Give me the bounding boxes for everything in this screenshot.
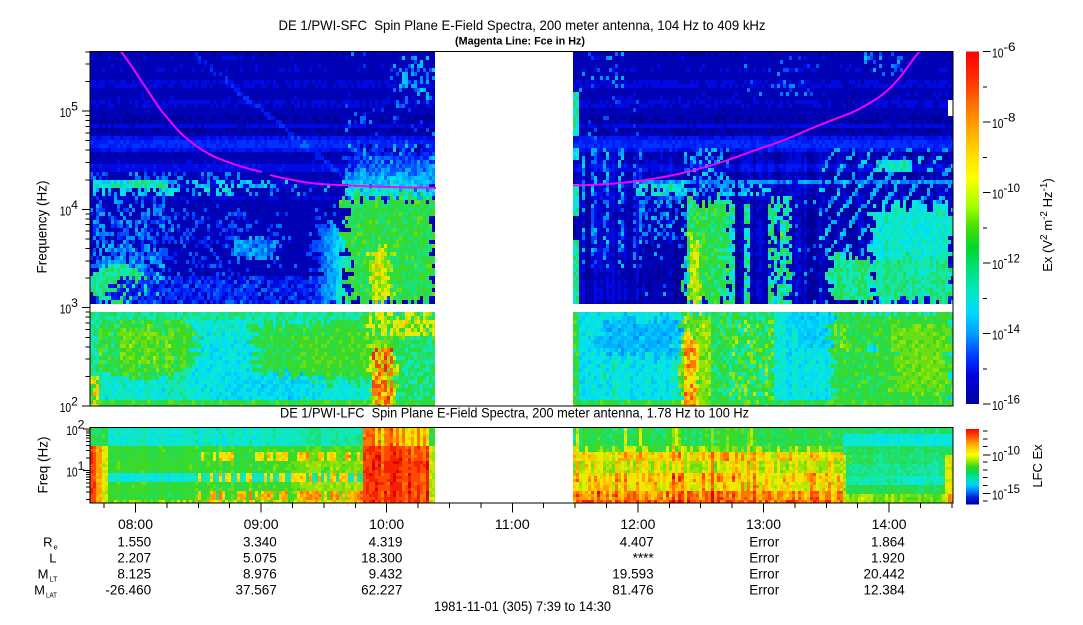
svg-text:10-16: 10-16 [992,393,1020,414]
svg-text:13:00: 13:00 [746,517,781,532]
svg-text:Frequency (Hz): Frequency (Hz) [35,180,50,273]
svg-text:12.384: 12.384 [864,582,906,597]
svg-text:10-8: 10-8 [992,111,1016,132]
svg-text:8.976: 8.976 [243,566,277,581]
svg-text:DE 1/PWI-SFC Spin Plane E-Fie: DE 1/PWI-SFC Spin Plane E-Field Spectra,… [279,18,766,33]
svg-text:101: 101 [66,459,85,480]
svg-text:9.432: 9.432 [369,566,403,581]
svg-text:M: M [34,582,45,597]
svg-text:Error: Error [749,550,780,565]
svg-text:Freq (Hz): Freq (Hz) [36,437,51,494]
svg-text:****: **** [633,550,655,565]
svg-text:Error: Error [749,566,780,581]
svg-text:102: 102 [66,418,85,439]
svg-text:1.550: 1.550 [117,534,151,549]
svg-text:LAT: LAT [46,590,57,599]
svg-text:(Magenta Line: Fce in Hz): (Magenta Line: Fce in Hz) [455,35,585,47]
svg-text:1.920: 1.920 [871,550,905,565]
svg-text:19.593: 19.593 [612,566,653,581]
svg-text:10-6: 10-6 [992,40,1016,61]
svg-text:105: 105 [60,100,79,121]
svg-text:LT: LT [50,574,58,583]
svg-text:Error: Error [749,582,780,597]
svg-text:103: 103 [60,296,79,317]
svg-text:09:00: 09:00 [244,517,279,532]
svg-text:18.300: 18.300 [361,550,402,565]
svg-text:104: 104 [60,198,79,219]
svg-text:3.340: 3.340 [243,534,277,549]
svg-text:62.227: 62.227 [361,582,402,597]
svg-text:L: L [49,550,56,565]
svg-text:10:00: 10:00 [369,517,404,532]
svg-text:DE 1/PWI-LFC Spin Plane E-Fie: DE 1/PWI-LFC Spin Plane E-Field Spectra,… [280,406,749,421]
svg-text:4.407: 4.407 [620,534,654,549]
svg-text:-26.460: -26.460 [105,582,151,597]
svg-text:1981-11-01 (305) 7:39 to 14:30: 1981-11-01 (305) 7:39 to 14:30 [434,599,611,614]
svg-text:Ex (V2 m-2 Hz-1): Ex (V2 m-2 Hz-1) [1039,178,1055,271]
svg-text:8.125: 8.125 [117,566,151,581]
svg-text:e: e [54,542,58,551]
svg-text:5.075: 5.075 [243,550,277,565]
svg-text:102: 102 [60,395,79,416]
svg-text:10-10: 10-10 [992,444,1020,465]
svg-text:10-12: 10-12 [992,252,1020,273]
svg-text:37.567: 37.567 [236,582,277,597]
svg-text:10-14: 10-14 [992,322,1020,343]
svg-text:11:00: 11:00 [495,517,530,532]
svg-text:10-10: 10-10 [992,181,1020,202]
svg-text:LFC Ex: LFC Ex [1030,444,1045,488]
svg-text:12:00: 12:00 [620,517,655,532]
svg-text:Error: Error [749,534,780,549]
svg-text:08:00: 08:00 [118,517,153,532]
svg-text:4.319: 4.319 [369,534,403,549]
svg-text:81.476: 81.476 [612,582,653,597]
svg-text:R: R [43,534,52,549]
svg-text:20.442: 20.442 [864,566,905,581]
svg-text:10-15: 10-15 [992,482,1020,503]
svg-text:14:00: 14:00 [872,517,907,532]
svg-text:2.207: 2.207 [117,550,151,565]
svg-text:M: M [38,566,49,581]
svg-text:1.864: 1.864 [871,534,905,549]
